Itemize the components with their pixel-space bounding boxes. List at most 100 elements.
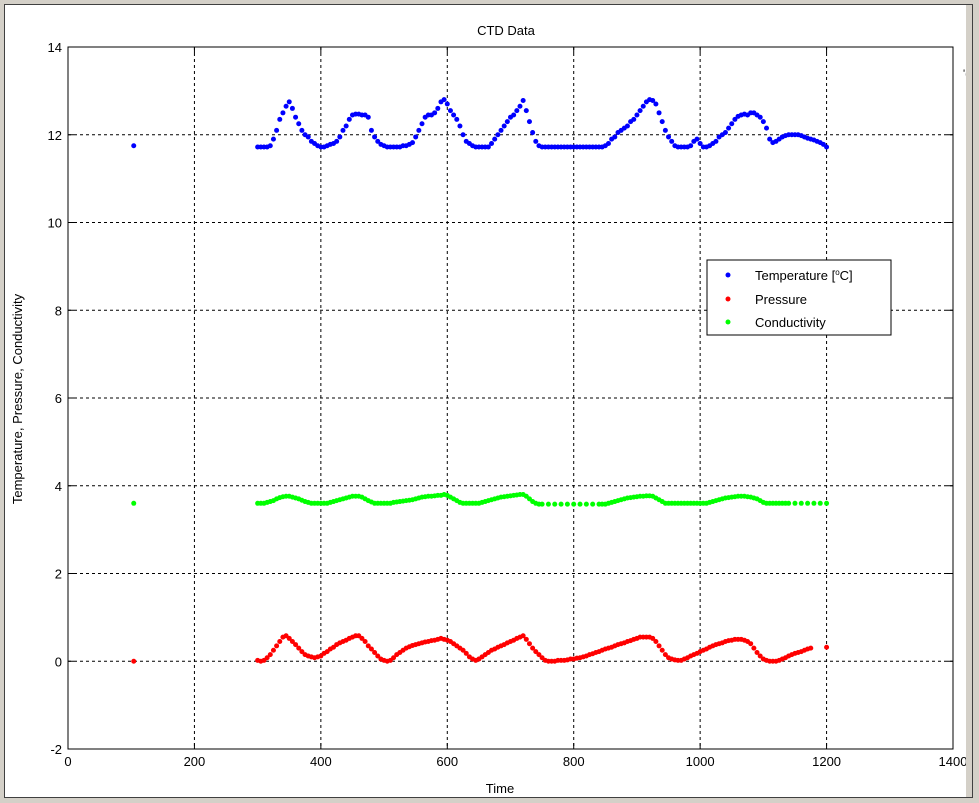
pressure-point xyxy=(808,645,814,651)
pressure-point xyxy=(754,649,760,655)
temperature-point xyxy=(824,144,830,150)
temperature-point xyxy=(764,125,770,131)
temperature-point xyxy=(498,127,504,133)
conductivity-point xyxy=(564,501,570,507)
x-tick-labels: 0 200 400 600 800 1000 1200 1400 xyxy=(64,754,967,769)
temperature-point xyxy=(274,127,280,133)
pressure-point xyxy=(650,635,656,641)
conductivity-point xyxy=(558,501,564,507)
temperature-point xyxy=(530,130,536,136)
temperature-point xyxy=(283,103,289,109)
temperature-point xyxy=(653,101,659,107)
temperature-point xyxy=(435,105,441,111)
y-tick-label: 4 xyxy=(55,479,62,494)
legend-label-pressure: Pressure xyxy=(755,292,807,307)
temperature-point xyxy=(337,134,343,140)
temperature-point xyxy=(460,132,466,138)
temperature-point xyxy=(485,144,491,150)
x-tick-label: 0 xyxy=(64,754,71,769)
pressure-point xyxy=(391,655,397,661)
legend-marker-pressure xyxy=(725,296,731,302)
conductivity-point xyxy=(552,501,558,507)
temperature-point xyxy=(526,119,532,125)
x-tick-label: 400 xyxy=(310,754,332,769)
temperature-point xyxy=(650,98,656,104)
pressure-point xyxy=(520,633,526,639)
temperature-point xyxy=(419,121,425,127)
conductivity-series xyxy=(131,492,830,507)
temperature-point xyxy=(368,127,374,133)
conductivity-point xyxy=(590,501,596,507)
pressure-point xyxy=(533,649,539,655)
temperature-point xyxy=(732,116,738,122)
conductivity-point xyxy=(817,500,823,506)
pressure-point xyxy=(131,658,137,664)
pressure-point xyxy=(659,647,665,653)
temperature-point xyxy=(760,119,766,125)
temperature-point xyxy=(289,105,295,111)
legend-label-conductivity: Conductivity xyxy=(755,315,826,330)
temperature-point xyxy=(444,101,450,107)
x-tick-label: 1000 xyxy=(686,754,715,769)
temperature-point xyxy=(533,138,539,144)
legend-marker-temperature xyxy=(725,272,731,278)
temperature-point xyxy=(634,112,640,118)
x-axis-label: Time xyxy=(486,781,514,796)
data-points xyxy=(131,97,830,664)
legend-marker-conductivity xyxy=(725,319,731,325)
temperature-point xyxy=(270,136,276,142)
figure-window: 0 200 400 600 800 1000 1200 1400 -2 0 2 4 6 8 10 12 14 … xyxy=(4,4,973,798)
temperature-point xyxy=(694,136,700,142)
x-tick-label: 800 xyxy=(563,754,585,769)
temperature-point xyxy=(447,108,453,114)
temperature-point xyxy=(523,108,529,114)
pressure-point xyxy=(365,643,371,649)
temperature-point xyxy=(504,119,510,125)
pressure-point xyxy=(286,635,292,641)
y-tick-label: 0 xyxy=(55,654,62,669)
temperature-point xyxy=(722,130,728,136)
temperature-point xyxy=(372,134,378,140)
temperature-point xyxy=(416,127,422,133)
temperature-point xyxy=(413,134,419,140)
temperature-point xyxy=(631,116,637,122)
pressure-point xyxy=(653,639,659,645)
pressure-series xyxy=(131,633,830,664)
x-tick-label: 600 xyxy=(436,754,458,769)
temperature-series xyxy=(131,97,830,150)
x-tick-label: 1200 xyxy=(812,754,841,769)
temperature-point xyxy=(757,114,763,120)
pressure-point xyxy=(523,636,529,642)
y-tick-label: 12 xyxy=(48,128,62,143)
legend: Temperature [oC] Pressure Conductivity xyxy=(706,259,892,336)
temperature-point xyxy=(131,143,137,149)
legend-label-temperature: Temperature [oC] xyxy=(755,268,853,283)
temperature-point xyxy=(713,138,719,144)
y-tick-label: 10 xyxy=(48,216,62,231)
temperature-point xyxy=(640,103,646,109)
y-tick-label: 6 xyxy=(55,391,62,406)
temperature-point xyxy=(343,123,349,129)
temperature-point xyxy=(346,116,352,122)
temperature-point xyxy=(454,116,460,122)
temperature-point xyxy=(520,98,526,104)
pressure-point xyxy=(293,642,299,648)
pressure-point xyxy=(296,645,302,651)
temperature-point xyxy=(451,112,457,118)
pressure-point xyxy=(372,649,378,655)
pressure-point xyxy=(362,639,368,645)
ctd-scatter-chart: 0 200 400 600 800 1000 1200 1400 -202468101214 … xyxy=(10,23,969,796)
temperature-point xyxy=(293,114,299,120)
temperature-point xyxy=(501,123,507,129)
conductivity-point xyxy=(798,500,804,506)
pressure-point xyxy=(656,643,662,649)
pressure-point xyxy=(824,644,830,650)
pressure-point xyxy=(748,641,754,647)
conductivity-point xyxy=(131,500,137,506)
pressure-point xyxy=(757,653,763,659)
pressure-point xyxy=(274,643,280,649)
pressure-point xyxy=(662,652,668,658)
chart-title: CTD Data xyxy=(477,23,536,38)
temperature-point xyxy=(375,138,381,144)
temperature-point xyxy=(656,110,662,116)
